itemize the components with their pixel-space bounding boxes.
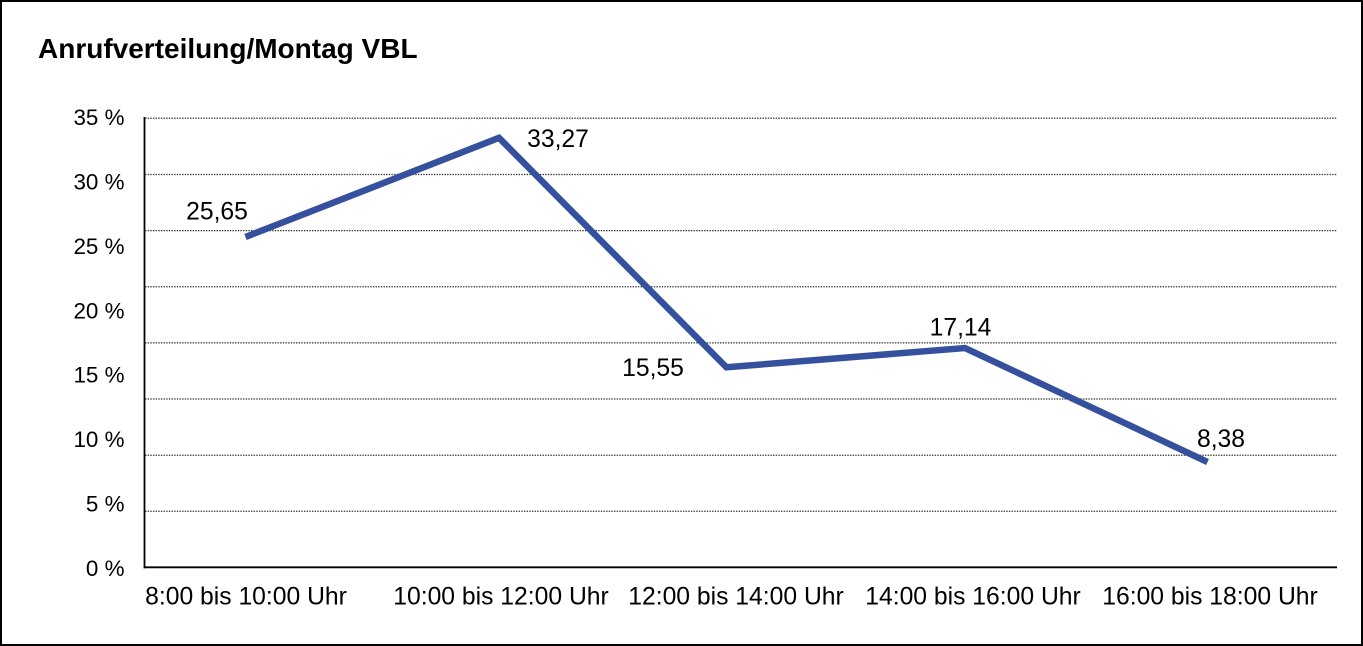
svg-text:15 %: 15 % bbox=[73, 363, 124, 388]
svg-text:25,65: 25,65 bbox=[186, 199, 248, 226]
svg-text:17,14: 17,14 bbox=[930, 315, 992, 342]
svg-text:35 %: 35 % bbox=[73, 105, 124, 130]
svg-text:Anrufverteilung/Montag VBL: Anrufverteilung/Montag VBL bbox=[38, 33, 418, 64]
svg-text:10:00 bis 12:00 Uhr: 10:00 bis 12:00 Uhr bbox=[393, 584, 608, 611]
svg-text:20 %: 20 % bbox=[73, 298, 124, 323]
svg-text:8:00 bis 10:00 Uhr: 8:00 bis 10:00 Uhr bbox=[145, 584, 347, 611]
svg-text:12:00 bis 14:00 Uhr: 12:00 bis 14:00 Uhr bbox=[628, 584, 843, 611]
svg-text:16:00 bis 18:00 Uhr: 16:00 bis 18:00 Uhr bbox=[1102, 584, 1317, 611]
svg-text:8,38: 8,38 bbox=[1197, 426, 1245, 453]
svg-text:0 %: 0 % bbox=[86, 556, 125, 581]
svg-text:30 %: 30 % bbox=[73, 170, 124, 195]
svg-text:14:00 bis 16:00 Uhr: 14:00 bis 16:00 Uhr bbox=[865, 584, 1080, 611]
svg-text:25 %: 25 % bbox=[73, 234, 124, 259]
svg-text:33,27: 33,27 bbox=[527, 126, 589, 153]
svg-text:15,55: 15,55 bbox=[622, 355, 684, 382]
svg-text:5 %: 5 % bbox=[86, 491, 125, 516]
svg-text:10 %: 10 % bbox=[73, 427, 124, 452]
